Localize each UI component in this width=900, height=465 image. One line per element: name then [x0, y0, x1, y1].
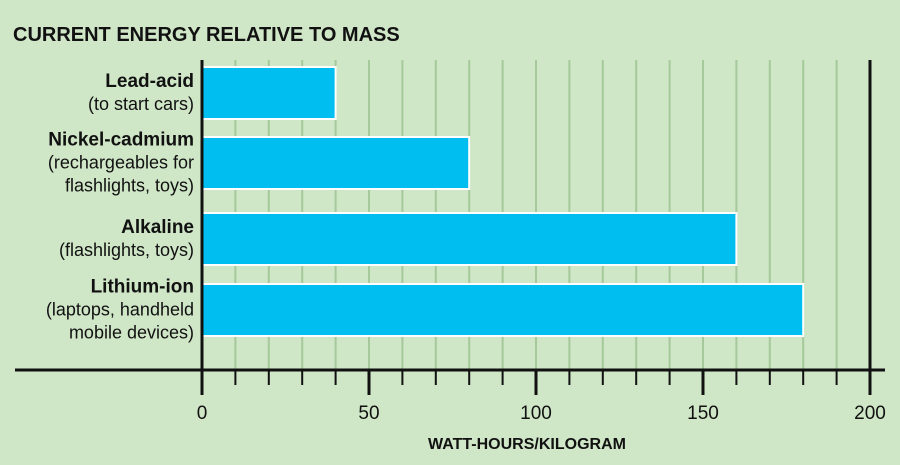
- bar-lead-acid: [201, 66, 337, 120]
- bar-alkaline: [201, 212, 738, 266]
- category-label-nickel-cadmium: Nickel-cadmium: [48, 130, 194, 151]
- category-note-lithium-ion-2: mobile devices): [69, 323, 194, 343]
- x-tick-label-0: 0: [197, 403, 208, 424]
- bar-nickel-cadmium: [201, 136, 471, 190]
- bars: [201, 66, 805, 337]
- x-tick-label-150: 150: [687, 403, 719, 424]
- chart-title: CURRENT ENERGY RELATIVE TO MASS: [13, 24, 400, 46]
- category-note-nickel-cadmium-1: (rechargeables for: [48, 153, 194, 173]
- bar-lithium-ion: [201, 283, 805, 337]
- category-note-lithium-ion-1: (laptops, handheld: [46, 300, 194, 320]
- category-note-lead-acid-1: (to start cars): [88, 94, 194, 114]
- x-tick-label-50: 50: [358, 403, 379, 424]
- category-label-lead-acid: Lead-acid: [105, 71, 194, 92]
- x-axis-title: WATT-HOURS/KILOGRAM: [428, 436, 626, 453]
- x-axis: 0 50 100 150 200: [15, 60, 886, 424]
- x-tick-label-200: 200: [854, 403, 886, 424]
- x-tick-label-100: 100: [520, 403, 552, 424]
- category-note-alkaline-1: (flashlights, toys): [59, 240, 194, 260]
- category-label-lithium-ion: Lithium-ion: [91, 277, 194, 298]
- category-note-nickel-cadmium-2: flashlights, toys): [65, 176, 194, 196]
- category-labels: Lead-acid(to start cars) Nickel-cadmium(r…: [46, 71, 194, 343]
- category-label-alkaline: Alkaline: [121, 217, 194, 238]
